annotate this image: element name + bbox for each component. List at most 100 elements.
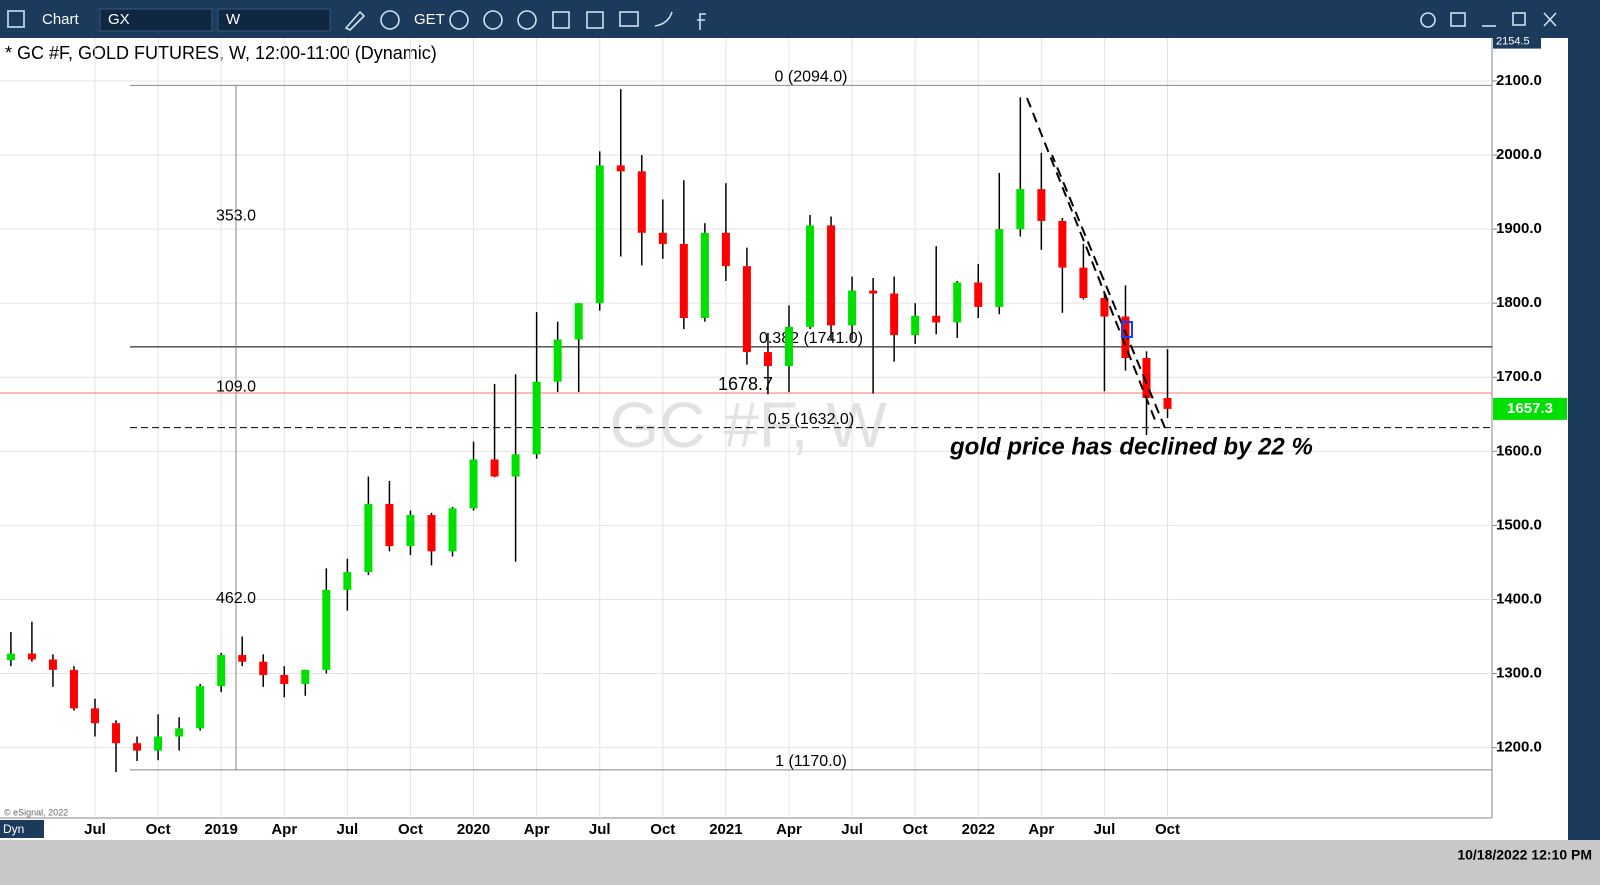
candle-body [238,655,247,662]
app-icon [7,10,25,28]
mode-text: Dyn [3,822,24,836]
marker-label: 1678.7 [718,374,773,394]
close[interactable] [1543,12,1557,27]
fib-label: 0 (2094.0) [775,69,848,86]
twitter-icon[interactable] [654,11,673,27]
y-tick-label: 2100.0 [1496,72,1542,89]
candle-body [995,229,1004,307]
candle-body [848,290,857,326]
candle-body [217,655,226,687]
candle-body [1163,398,1172,409]
candle-body [427,515,436,552]
candle-body [91,708,99,724]
candle-body [448,508,457,552]
x-tick-label: Oct [146,821,171,838]
t-icon[interactable] [483,10,503,30]
b-icon[interactable] [449,10,469,30]
y-tick-label: 1500.0 [1496,516,1542,533]
measure-label: 353.0 [216,207,256,224]
x-tick-label: Jul [589,821,611,838]
study-icon[interactable] [380,10,400,30]
candle-body [890,293,899,336]
interval-box[interactable] [217,8,331,32]
annotation: gold price has declined by 22 % [949,433,1313,460]
a-icon[interactable] [517,10,537,30]
candle-body [112,723,121,744]
candle-body [259,661,268,676]
candle-body [490,459,499,477]
candle-body [1100,298,1109,317]
toolbar-icons [344,10,1557,31]
x-tick-label: Jul [1094,821,1116,838]
y-tick-label: 1700.0 [1496,368,1542,385]
x-tick-label: 2020 [457,821,490,838]
candle-body [1142,358,1151,398]
edit-icon[interactable] [586,11,604,29]
x-tick-label: Jul [337,821,359,838]
candle-body [806,225,815,327]
candle-body [721,232,730,267]
candle-body [175,728,184,737]
candle-body [827,225,836,326]
status-bar [0,840,1600,885]
candle-body [553,339,562,382]
candle-body [48,659,57,670]
candle-body [301,669,310,684]
top-price-tag [1493,34,1541,49]
window-title: Chart [42,11,80,28]
interval-text: W [226,11,241,28]
marker-box [1121,321,1133,338]
y-tick-label: 1900.0 [1496,220,1542,237]
x-tick-label: Jul [84,821,106,838]
candle-body [69,669,78,709]
candle-body [532,381,541,455]
x-tick-label: Oct [1155,821,1180,838]
x-tick-label: Apr [271,821,297,838]
candle-body [595,165,604,304]
restore[interactable] [1512,12,1526,26]
candle-body [869,290,878,294]
y-tick-label: 1800.0 [1496,294,1542,311]
copyright: © eSignal, 2022 [4,807,68,817]
symbol-box[interactable] [99,8,213,32]
x-tick-label: 2019 [204,821,237,838]
candle-body [196,686,205,729]
pencil-icon[interactable] [344,10,366,31]
candle-body [343,572,352,590]
fib-label: 0.5 (1632.0) [768,411,854,428]
candle-body [322,589,331,670]
mode-badge [0,820,44,838]
candle-body [658,232,667,244]
get-button[interactable]: GET [414,11,445,28]
candle-body [742,266,751,353]
candle-body [27,653,36,660]
candle-body [784,326,793,367]
candle-body [1037,189,1046,221]
help-icon[interactable] [1420,12,1436,28]
candle-body [1079,267,1088,298]
candle-body [679,243,688,318]
candle-body [700,232,709,318]
layout-icon[interactable] [1450,12,1466,27]
candle-body [974,282,983,307]
candle-body [1058,220,1067,268]
candle-body [511,454,520,477]
tool-icon[interactable] [552,11,570,29]
plot: 1200.0 1300.0 1400.0 1500.0 1600.0 1700.0 1800… [0,34,1567,838]
candle-body [763,352,772,367]
candle-body [154,736,163,751]
facebook-icon[interactable] [697,13,706,30]
candle-body [364,503,373,573]
datetime: 10/18/2022 12:10 PM [1457,847,1592,863]
candle-body [133,743,142,751]
trend-line [1026,97,1166,429]
y-tick-label: 1400.0 [1496,590,1542,607]
x-tick-label: Oct [650,821,675,838]
measure-label: 462.0 [216,590,256,607]
chat-icon[interactable] [619,11,639,27]
fib-label: 0.382 (1741.0) [759,330,863,347]
x-tick-label: Oct [398,821,423,838]
x-tick-label: Oct [903,821,928,838]
